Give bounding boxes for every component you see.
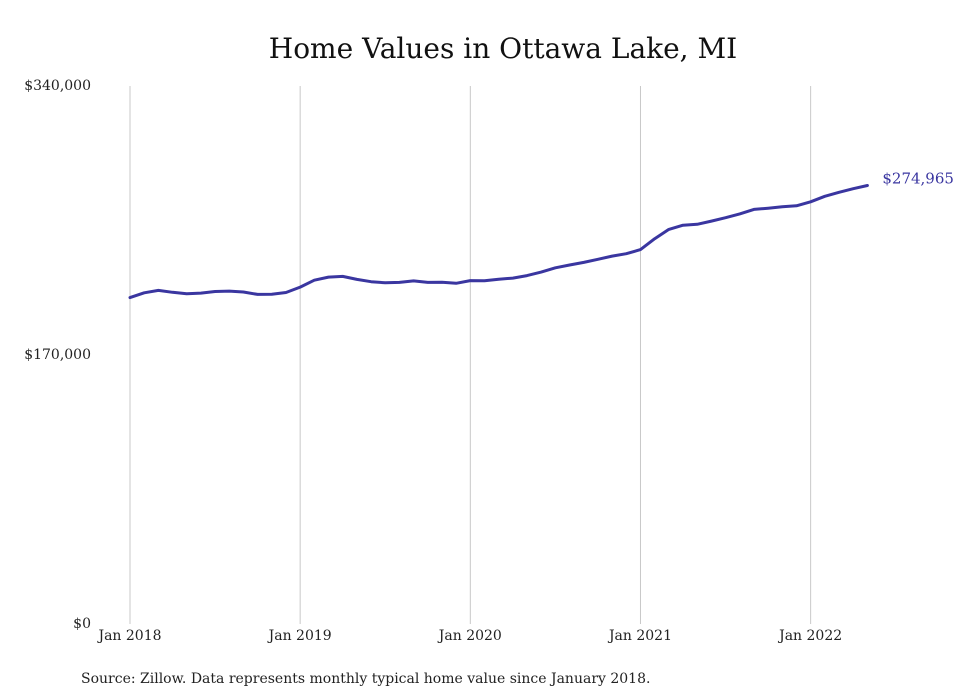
y-axis-ticks: $0 $170,000 $340,000 — [24, 78, 91, 632]
x-tick-label: Jan 2022 — [777, 628, 842, 644]
gridlines — [129, 86, 812, 624]
x-axis-ticks: Jan 2018 Jan 2019 Jan 2020 Jan 2021 Jan 2022 — [96, 628, 842, 644]
y-tick-label: $0 — [73, 616, 91, 632]
end-value-label: $274,965 — [882, 170, 954, 188]
y-tick-label: $340,000 — [24, 78, 91, 94]
source-note: Source: Zillow. Data represents monthly … — [81, 671, 650, 687]
x-tick-label: Jan 2020 — [437, 628, 502, 644]
x-tick-label: Jan 2019 — [267, 628, 332, 644]
series-line — [128, 184, 869, 300]
x-tick-label: Jan 2021 — [607, 628, 672, 644]
series-layer — [128, 184, 869, 300]
x-tick-label: Jan 2018 — [96, 628, 161, 644]
y-tick-label: $170,000 — [24, 347, 91, 363]
chart-title: Home Values in Ottawa Lake, MI — [269, 32, 737, 65]
